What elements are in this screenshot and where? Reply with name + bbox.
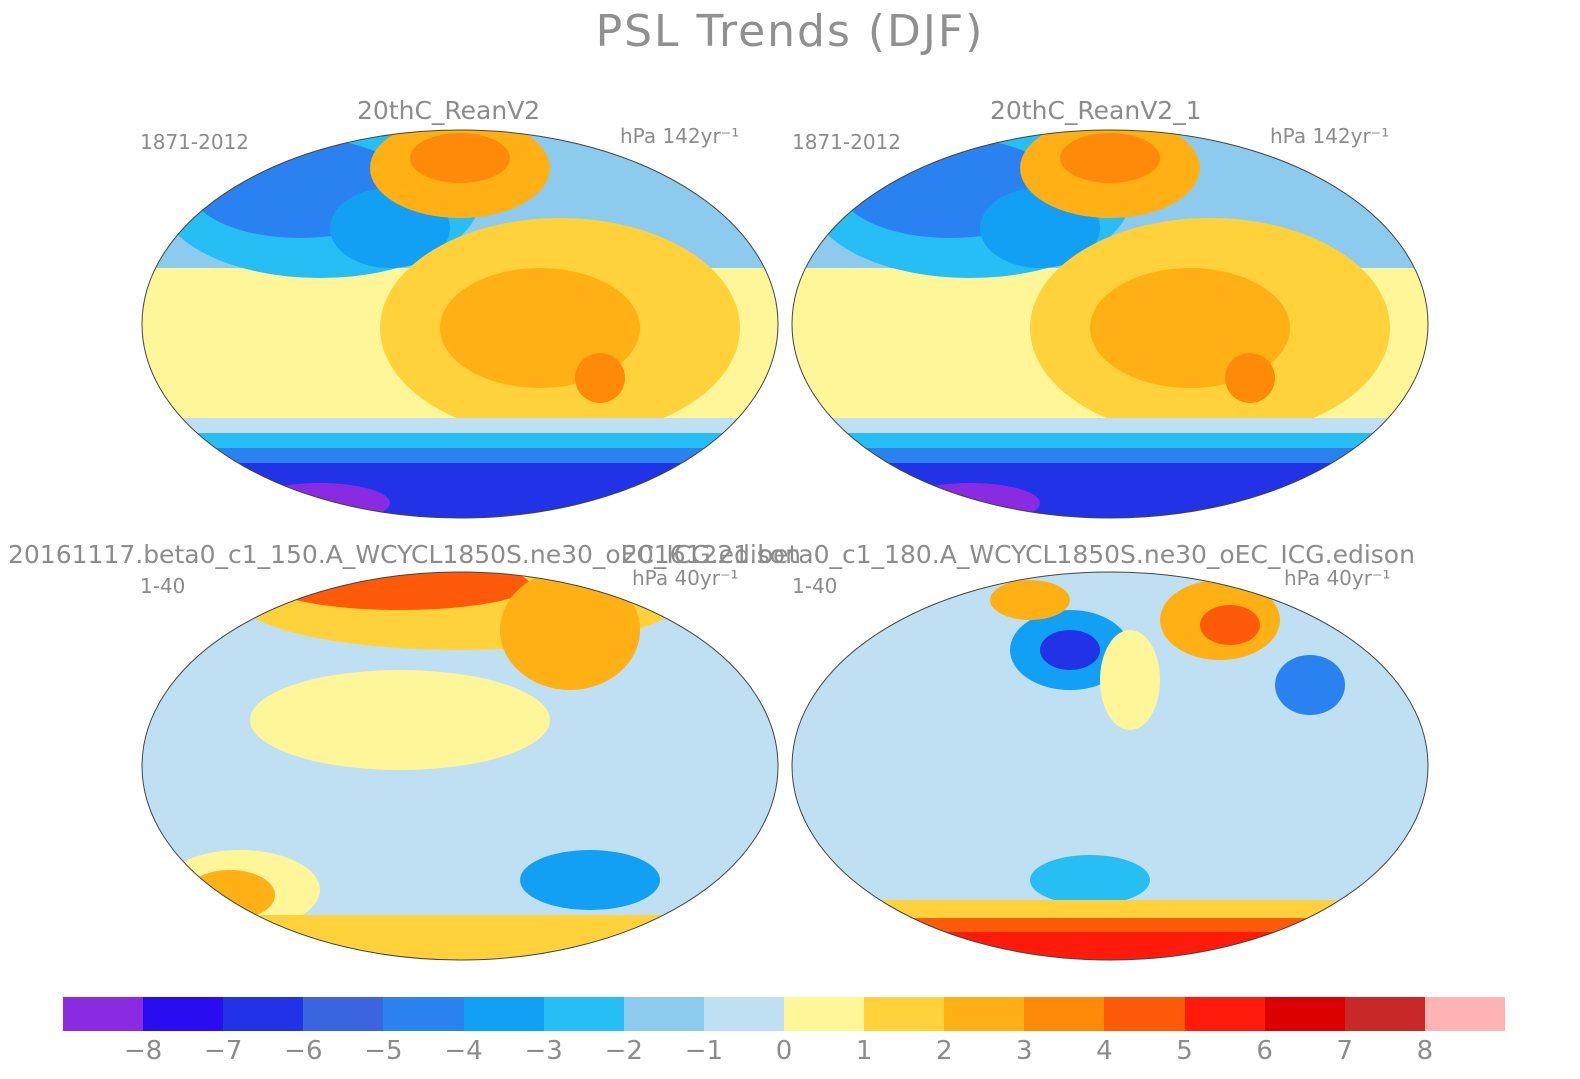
colorbar-tick-label: 2 bbox=[935, 1036, 953, 1066]
colorbar-tick-label: −7 bbox=[204, 1036, 243, 1066]
panel-2-units: hPa 142yr⁻¹ bbox=[1270, 124, 1390, 148]
panel-1-units: hPa 142yr⁻¹ bbox=[620, 124, 740, 148]
colorbar-swatch bbox=[1264, 997, 1346, 1031]
colorbar-swatch bbox=[703, 997, 785, 1031]
colorbar-swatch bbox=[944, 997, 1025, 1031]
colorbar-swatch bbox=[1104, 997, 1186, 1031]
panel-3-units: hPa 40yr⁻¹ bbox=[632, 566, 739, 590]
colorbar-tick-label: −4 bbox=[444, 1036, 483, 1066]
colorbar-tick-label: −8 bbox=[123, 1036, 163, 1066]
figure-title: PSL Trends (DJF) bbox=[595, 6, 985, 57]
colorbar-tick-label: −2 bbox=[604, 1036, 643, 1066]
colorbar-tick-label: 0 bbox=[775, 1036, 793, 1066]
colorbar-swatch bbox=[1424, 997, 1506, 1031]
map-panel-3 bbox=[141, 571, 779, 961]
colorbar-swatch bbox=[623, 997, 705, 1031]
colorbar-swatch bbox=[63, 997, 144, 1031]
map-panel-2 bbox=[791, 129, 1429, 519]
colorbar-swatch bbox=[864, 997, 945, 1031]
colorbar-tick-label: −3 bbox=[524, 1036, 563, 1066]
colorbar-swatch bbox=[383, 997, 465, 1031]
panel-4-period: 1-40 bbox=[792, 574, 838, 598]
colorbar bbox=[63, 997, 1506, 1031]
panel-1-title: 20thC_ReanV2 bbox=[357, 96, 541, 125]
colorbar-swatch bbox=[1024, 997, 1105, 1031]
panel-3-title: 20161117.beta0_c1_150.A_WCYCL1850S.ne30_… bbox=[8, 540, 801, 569]
colorbar-tick-label: −6 bbox=[284, 1036, 323, 1066]
colorbar-tick-label: 8 bbox=[1416, 1036, 1434, 1066]
colorbar-tick-label: 5 bbox=[1176, 1036, 1193, 1066]
map-panel-4 bbox=[791, 571, 1429, 961]
colorbar-tick-label: 7 bbox=[1336, 1036, 1354, 1066]
colorbar-swatch bbox=[1184, 997, 1266, 1031]
colorbar-tick-label: −5 bbox=[364, 1036, 403, 1066]
panel-2-period: 1871-2012 bbox=[792, 130, 902, 154]
colorbar-tick-label: 1 bbox=[855, 1036, 873, 1066]
colorbar-swatch bbox=[543, 997, 625, 1031]
colorbar-swatch bbox=[223, 997, 304, 1031]
panel-4-units: hPa 40yr⁻¹ bbox=[1284, 566, 1391, 590]
colorbar-tick-label: 4 bbox=[1096, 1036, 1113, 1066]
colorbar-swatch bbox=[303, 997, 384, 1031]
colorbar-tick-label: 6 bbox=[1256, 1036, 1273, 1066]
panel-1-period: 1871-2012 bbox=[140, 130, 250, 154]
panel-4-title: 20161221.beta0_c1_180.A_WCYCL1850S.ne30_… bbox=[622, 540, 1415, 569]
colorbar-tick-label: −1 bbox=[684, 1036, 724, 1066]
colorbar-tick-label: 3 bbox=[1016, 1036, 1033, 1066]
panel-3-period: 1-40 bbox=[140, 574, 186, 598]
panel-2-title: 20thC_ReanV2_1 bbox=[990, 96, 1202, 125]
colorbar-swatch bbox=[143, 997, 224, 1031]
map-panel-1 bbox=[141, 129, 779, 519]
colorbar-swatch bbox=[463, 997, 545, 1031]
colorbar-swatch bbox=[784, 997, 865, 1031]
colorbar-swatch bbox=[1344, 997, 1426, 1031]
